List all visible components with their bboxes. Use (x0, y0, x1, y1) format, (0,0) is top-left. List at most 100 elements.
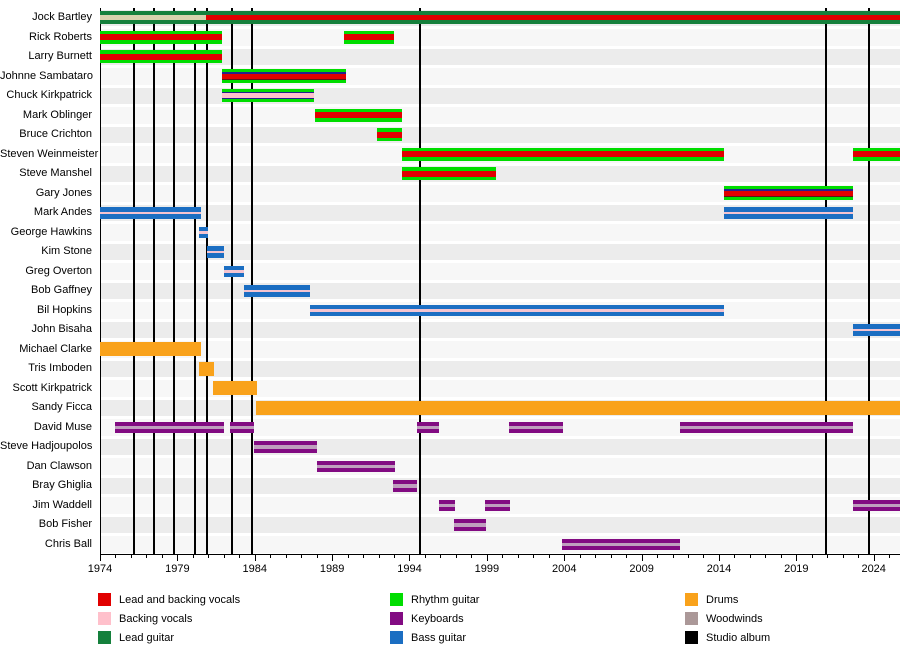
member-row-bg (100, 107, 900, 124)
x-tick-minor (471, 555, 473, 558)
bar-stripe-purple (561, 546, 681, 550)
bar-stripe-orange (256, 400, 900, 415)
x-tick-minor (146, 555, 148, 558)
member-label: Greg Overton (25, 264, 92, 277)
legend-swatch-woodwinds (685, 612, 698, 625)
bar-stripe-woodwindstripe (438, 503, 456, 507)
x-tick-major (332, 555, 334, 561)
legend-item: Studio album (685, 631, 900, 645)
member-label: Steven Weinmeister (0, 147, 99, 160)
bar-stripe-woodwindstripe (115, 425, 224, 429)
legend-item: Rhythm guitar (390, 593, 670, 607)
x-tick-label: 2024 (861, 563, 886, 575)
member-bar (205, 11, 900, 25)
bar-stripe-woodwindstripe (509, 425, 563, 429)
member-label: Larry Burnett (28, 50, 92, 62)
member-bar (680, 421, 853, 433)
x-tick-minor (208, 555, 210, 558)
bar-stripe-pinklight (723, 211, 853, 214)
bar-stripe-brightgreen (315, 118, 402, 122)
x-tick-minor (192, 555, 194, 558)
x-tick-minor (363, 555, 365, 558)
member-bar (222, 69, 347, 84)
member-label: Mark Oblinger (22, 108, 92, 121)
member-bar (852, 499, 900, 511)
bar-stripe-brightgreen (100, 30, 223, 35)
legend-item: Backing vocals (98, 612, 378, 626)
bar-stripe-pinklight (852, 328, 900, 331)
bar-stripe-brightgreen (401, 167, 497, 171)
bar-stripe-orange (212, 381, 258, 396)
x-tick-minor (378, 555, 380, 558)
member-bar (852, 324, 900, 336)
bar-stripe-purple (852, 499, 900, 504)
bar-stripe-woodwindstripe (417, 425, 439, 429)
member-label: Sandy Ficca (31, 401, 92, 413)
x-tick-minor (394, 555, 395, 558)
album-line (418, 8, 421, 554)
album-line (824, 8, 827, 554)
legend-label: Drums (706, 594, 739, 606)
legend-label: Studio album (706, 632, 771, 644)
legend-item: Drums (685, 593, 900, 607)
x-tick-minor (270, 555, 272, 558)
x-tick-minor (595, 555, 597, 558)
member-label: David Muse (33, 420, 92, 433)
bar-stripe-purple (115, 429, 224, 433)
bar-stripe-brightgreen (344, 40, 394, 44)
bar-stripe-maroon (222, 78, 347, 81)
bar-stripe-woodwindstripe (317, 464, 395, 468)
x-tick-minor (502, 555, 504, 558)
bar-stripe-purple (485, 507, 511, 511)
x-tick-minor (842, 555, 844, 558)
member-label: Tris Imboden (28, 362, 92, 374)
member-bar (723, 207, 853, 219)
legend-swatch-orange (685, 593, 698, 606)
bar-stripe-purple (438, 499, 456, 504)
legend-label: Lead and backing vocals (119, 594, 241, 606)
member-bar (852, 147, 900, 161)
member-label: Bil Hopkins (36, 303, 92, 316)
member-bar (199, 361, 214, 376)
x-tick-label: 2009 (629, 563, 654, 575)
member-row-bg (100, 87, 900, 104)
x-tick-label: 1989 (319, 563, 345, 575)
member-bar (256, 400, 900, 415)
bar-stripe-purple (229, 421, 254, 426)
member-labels-column: Jock Bartley Rick Roberts Larry Burnett Joh… (0, 8, 99, 554)
bar-stripe-purple (417, 429, 439, 433)
legend-label: Backing vocals (119, 613, 193, 625)
member-bar (317, 460, 395, 472)
x-tick-minor (765, 555, 767, 558)
bar-stripe-blue (206, 253, 224, 258)
x-tick-minor (749, 555, 751, 558)
bar-stripe-darkgreen (100, 11, 206, 16)
member-bar (115, 421, 224, 433)
x-tick-label: 2014 (706, 563, 732, 575)
member-label: Jock Bartley (32, 11, 92, 23)
member-label: Michael Clarke (19, 342, 92, 355)
bar-stripe-navy (222, 98, 314, 100)
bar-stripe-red (100, 53, 223, 60)
legend-swatch-red (98, 593, 111, 606)
bar-stripe-woodwindstripe (253, 445, 317, 449)
member-row-bg (100, 263, 900, 280)
bar-stripe-purple (454, 526, 487, 531)
bar-stripe-woodwindstripe (561, 542, 681, 546)
x-tick-major (254, 555, 256, 561)
legend-label: Woodwinds (706, 613, 763, 625)
x-tick-major (409, 555, 411, 561)
x-tick-major (873, 555, 875, 561)
bar-stripe-pinklight (206, 250, 224, 253)
x-tick-minor (672, 555, 674, 558)
legend-label: Bass guitar (411, 632, 467, 644)
member-label: John Bisaha (31, 323, 92, 335)
bar-stripe-blue (100, 207, 201, 212)
bar-stripe-brightgreen (376, 128, 402, 132)
bar-stripe-darkgreen (205, 11, 900, 16)
bar-stripe-purple (485, 499, 511, 504)
member-row-bg (100, 282, 900, 299)
bar-stripe-maroon (723, 195, 853, 198)
album-line (231, 8, 234, 554)
member-row-bg (100, 516, 900, 533)
